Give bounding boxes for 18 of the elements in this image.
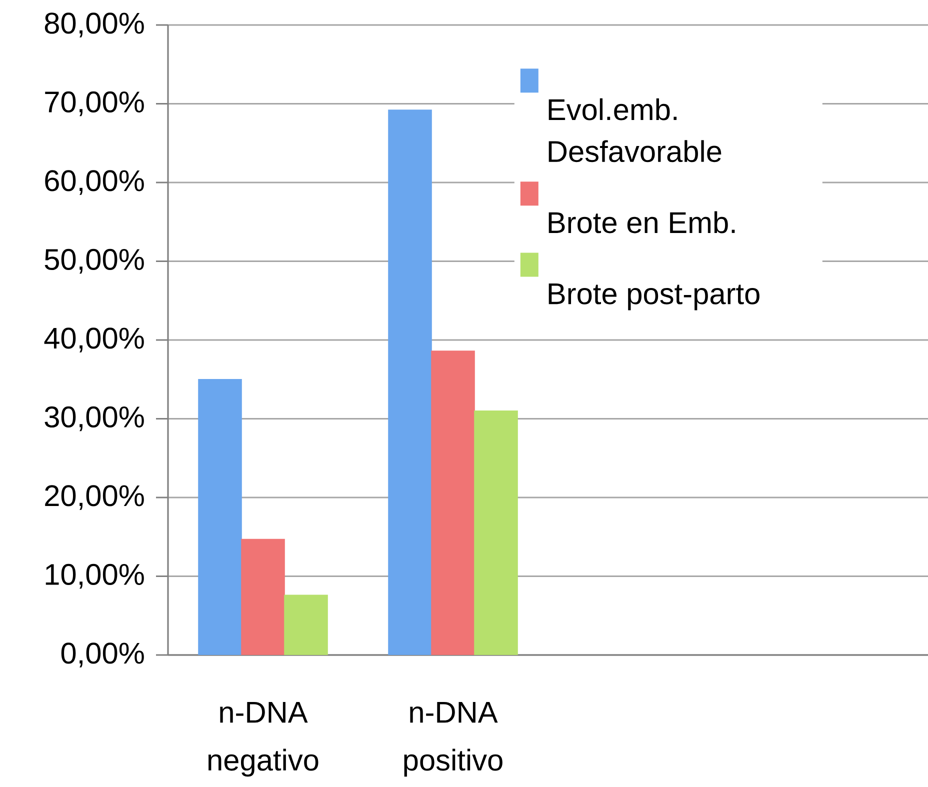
y-tick-label: 70,00% xyxy=(45,91,144,116)
y-tick-label: 10,00% xyxy=(46,564,144,589)
y-tick-label: 60,00% xyxy=(45,170,144,195)
bar xyxy=(241,538,285,655)
bar xyxy=(431,350,475,655)
x-tick-label: n-DNA positivo xyxy=(404,702,502,777)
bar xyxy=(474,410,518,655)
legend-label: Evol.emb. Desfavorable xyxy=(548,98,722,162)
y-tick-label: 50,00% xyxy=(44,248,144,274)
legend-label: Brote post-parto xyxy=(548,284,760,310)
bar xyxy=(284,594,328,655)
y-tick-label: 40,00% xyxy=(44,328,144,352)
y-tick-label: 30,00% xyxy=(44,406,144,432)
x-tick-label: n-DNA negativo xyxy=(208,702,318,777)
legend-label: Brote en Emb. xyxy=(548,211,735,234)
y-tick-label: 0,00% xyxy=(61,642,144,668)
y-tick-label: 20,00% xyxy=(45,485,144,510)
y-tick-label: 80,00% xyxy=(44,12,144,38)
